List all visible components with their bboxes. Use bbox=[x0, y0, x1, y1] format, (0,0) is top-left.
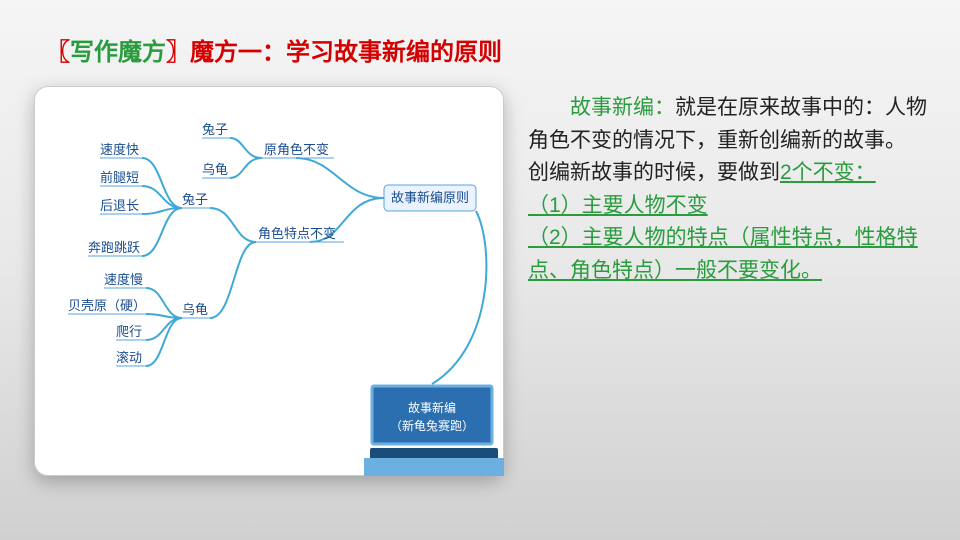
mindmap-svg: 故事新编原则 故事新编 （新龟兔赛跑） 原角色不变 兔子 乌龟 角色特点不变 兔… bbox=[34, 86, 504, 476]
explanation-text: 故事新编：就是在原来故事中的：人物角色不变的情况下，重新创编新的故事。 创编新故… bbox=[528, 92, 932, 287]
bracket-left: 〖 bbox=[46, 39, 70, 66]
branch-1-path bbox=[296, 158, 384, 198]
root-to-sign-connector bbox=[432, 211, 486, 384]
page-title: 〖写作魔方〗魔方一：学习故事新编的原则 bbox=[46, 32, 502, 67]
b2-leaf0: 兔子 bbox=[182, 192, 208, 207]
root-node-label: 故事新编原则 bbox=[391, 190, 469, 205]
mindmap-panel: 故事新编原则 故事新编 （新龟兔赛跑） 原角色不变 兔子 乌龟 角色特点不变 兔… bbox=[34, 86, 504, 476]
title-green: 写作魔方 bbox=[70, 39, 166, 66]
b2l1-sub-2: 爬行 bbox=[116, 324, 142, 339]
sign-border bbox=[372, 386, 492, 444]
lead-term: 故事新编： bbox=[570, 96, 675, 119]
b2l1-sub-path-2 bbox=[146, 318, 182, 340]
title-red: 魔方一：学习故事新编的原则 bbox=[190, 39, 502, 66]
b2l1-sub-3: 滚动 bbox=[116, 350, 142, 365]
b1-leaf-path-1 bbox=[230, 158, 262, 178]
rule-1: （1）主要人物不变 bbox=[528, 194, 708, 217]
b2l0-sub-path-1 bbox=[142, 186, 182, 208]
sign-line1: 故事新编 bbox=[408, 400, 456, 415]
b2l0-sub-1: 前腿短 bbox=[100, 170, 139, 185]
b2l1-sub-1: 贝壳原（硬） bbox=[68, 298, 146, 313]
b1-leaf-1: 乌龟 bbox=[202, 162, 228, 177]
rule-count: 2个不变： bbox=[780, 161, 876, 184]
b2l1-sub-0: 速度慢 bbox=[104, 272, 143, 287]
rule-2: （2）主要人物的特点（属性特点，性格特点、角色特点）一般不要变化。 bbox=[528, 226, 918, 282]
b2l0-sub-2: 后退长 bbox=[100, 198, 139, 213]
indent bbox=[528, 96, 570, 119]
b1-leaf-path-0 bbox=[230, 138, 262, 158]
b2l0-sub-0: 速度快 bbox=[100, 142, 139, 157]
b2-leaf1-path bbox=[210, 242, 256, 318]
branch-2-label: 角色特点不变 bbox=[258, 226, 336, 241]
branch-1-label: 原角色不变 bbox=[264, 142, 329, 157]
body-2-prefix: 创编新故事的时候，要做到 bbox=[528, 161, 780, 184]
b2l0-sub-path-3 bbox=[142, 208, 182, 256]
b2l1-sub-path-3 bbox=[146, 318, 182, 366]
b2-leaf1: 乌龟 bbox=[182, 302, 208, 317]
b1-leaf-0: 兔子 bbox=[202, 122, 228, 137]
sign-base bbox=[364, 458, 504, 476]
b2l0-sub-path-0 bbox=[142, 158, 182, 208]
b2l0-sub-3: 奔跑跳跃 bbox=[88, 240, 140, 255]
sign-line2: （新龟兔赛跑） bbox=[390, 418, 474, 433]
b2-leaf0-path bbox=[210, 208, 256, 242]
bracket-right: 〗 bbox=[166, 39, 190, 66]
